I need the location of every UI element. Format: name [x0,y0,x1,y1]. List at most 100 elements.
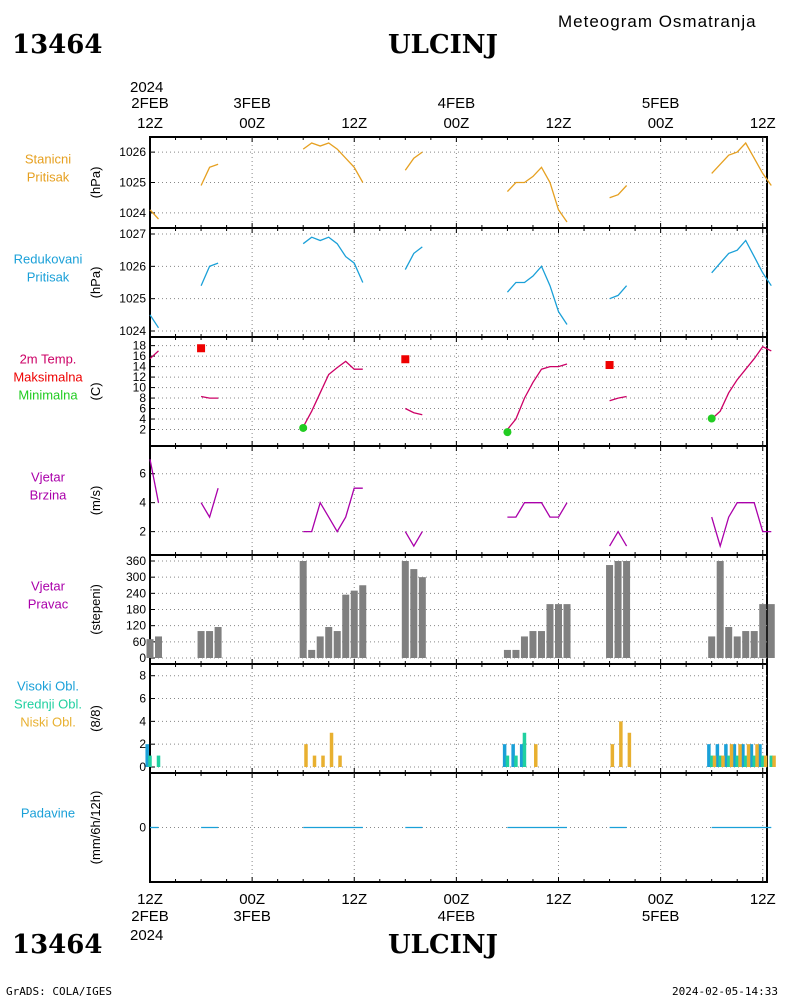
bar-clouds [729,744,734,767]
panel-label-wind_speed: Brzina [30,488,68,503]
bar-wind_direction [623,561,631,658]
series-line-wind_speed [609,530,628,547]
y-tick-label: 4 [139,412,146,426]
bar-wind_direction [716,561,724,658]
y-tick-label: 6 [139,692,146,706]
bar-clouds [741,744,745,767]
bar-clouds [755,744,759,767]
series-line-station_pressure [609,185,628,199]
series-line-wind_speed [711,502,772,549]
bar-wind_direction [350,590,358,658]
station-name-top: ULCINJ [388,30,498,60]
bar-wind_direction [725,627,733,658]
y-tick-label: 1025 [119,292,146,306]
bar-wind_direction [759,604,767,658]
bar-wind_direction [316,636,324,658]
bar-clouds [156,755,161,767]
panel-label-clouds: Niski Obl. [20,715,76,730]
bar-wind_direction [733,636,741,658]
bar-wind_direction [546,604,554,658]
bar-clouds [749,744,754,767]
hour-label-top: 12Z [341,115,367,132]
y-tick-label: 14 [133,360,147,374]
panel-label-temperature: Minimalna [18,388,78,403]
marker-max [401,355,410,364]
unit-label-wind_speed: (m/s) [88,486,103,516]
hour-label-top: 00Z [443,115,469,132]
bar-wind_direction [750,631,758,658]
series-line-wind_speed [149,459,160,503]
day-label-top: 5FEB [642,95,680,112]
station-name-bottom: ULCINJ [388,930,498,960]
bar-wind_direction [537,631,545,658]
bar-clouds [502,744,507,767]
y-tick-label: 0 [139,651,146,665]
series-line-temperature [200,395,219,399]
bar-clouds [732,744,737,767]
bar-clouds [772,755,776,767]
bar-clouds [505,755,510,767]
bar-clouds [721,755,725,767]
y-tick-label: 300 [126,570,146,584]
series-line-temperature [711,345,772,420]
bar-wind_direction [214,627,222,658]
marker-max [197,344,206,353]
series-line-station_pressure [404,151,423,171]
panel-label-reduced_pressure: Pritisak [27,270,70,285]
bar-clouds [746,744,751,767]
bar-clouds [712,755,717,767]
series-line-temperature [609,395,627,402]
marker-min [299,423,308,432]
bar-clouds [715,744,720,767]
series-line-wind_speed [303,487,363,533]
bar-clouds [514,755,518,767]
y-tick-label: 0 [139,760,146,774]
unit-label-station_pressure: (hPa) [88,167,103,199]
panel-frame-clouds [149,663,768,774]
y-tick-label: 0 [139,821,146,835]
bar-wind_direction [563,604,571,658]
unit-label-temperature: (C) [88,382,103,400]
y-tick-label: 1024 [119,206,146,220]
y-tick-label: 1025 [119,176,146,190]
bar-wind_direction [325,627,333,658]
bar-wind_direction [359,585,367,658]
hour-label-bottom: 00Z [648,891,674,908]
hour-label-bottom: 00Z [443,891,469,908]
y-tick-label: 6 [139,467,146,481]
series-line-temperature [506,363,568,430]
bar-wind_direction [308,649,316,658]
bar-wind_direction [333,631,341,658]
y-tick-label: 8 [139,669,146,683]
bar-clouds [534,744,538,767]
bar-clouds [321,755,325,767]
hour-label-top: 12Z [750,115,776,132]
year-label-bottom: 2024 [130,927,163,944]
series-line-reduced_pressure [149,314,160,329]
bar-clouds [735,755,739,767]
panel-label-wind_direction: Vjetar [31,579,66,594]
y-tick-label: 10 [133,381,147,395]
hour-label-bottom: 00Z [239,891,265,908]
panel-label-temperature: Maksimalna [13,370,83,385]
y-tick-label: 12 [133,370,147,384]
bar-wind_direction [342,594,350,658]
bar-clouds [752,755,756,767]
bar-clouds [511,744,515,767]
panel-label-wind_speed: Vjetar [31,470,66,485]
y-tick-label: 1026 [119,259,146,273]
bar-wind_direction [512,649,520,658]
unit-label-clouds: (8/8) [88,705,103,732]
station-id-bottom: 13464 [12,930,103,960]
y-tick-label: 18 [133,339,147,353]
bar-wind_direction [520,636,528,658]
bar-wind_direction [418,577,426,658]
day-label-top: 3FEB [233,95,271,112]
day-label-bottom: 2FEB [131,908,169,925]
bar-clouds [724,744,728,767]
hour-label-top: 00Z [648,115,674,132]
series-line-station_pressure [200,163,219,186]
day-label-bottom: 4FEB [438,908,476,925]
hour-label-top: 12Z [137,115,163,132]
bar-wind_direction [401,561,409,658]
